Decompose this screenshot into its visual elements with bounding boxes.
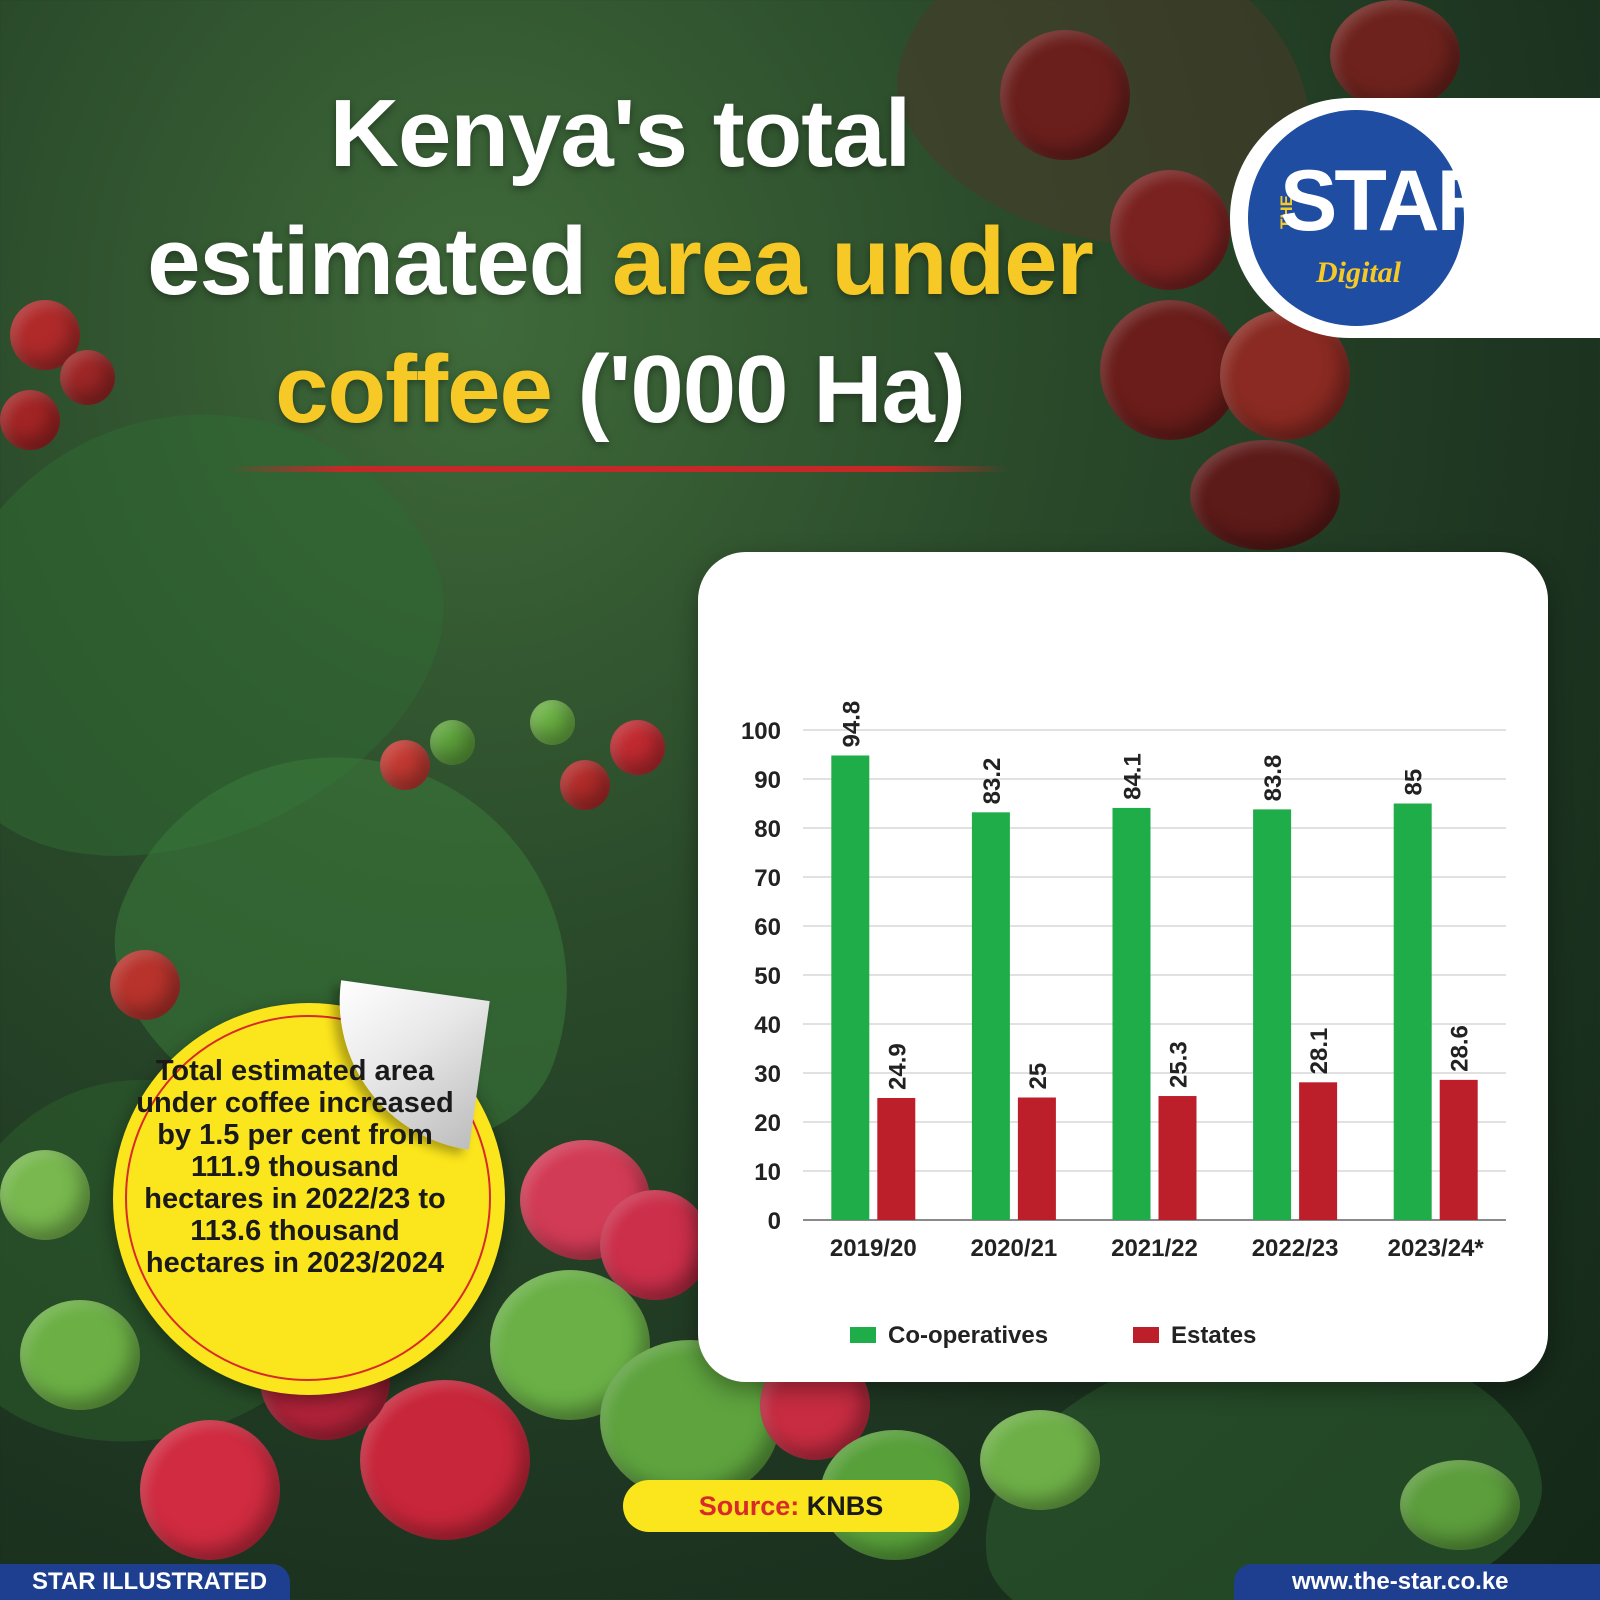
y-tick-label: 70 [754, 865, 781, 892]
data-label: 28.1 [1306, 1028, 1333, 1075]
x-tick-label: 2021/22 [1111, 1235, 1198, 1262]
y-tick-label: 20 [754, 1110, 781, 1137]
bar-cooperatives [1112, 807, 1151, 1220]
title-unit: ('000 Ha) [551, 336, 966, 443]
page-title: Kenya's total estimated area under coffe… [60, 70, 1180, 454]
y-tick-label: 50 [754, 963, 781, 990]
data-label: 83.2 [979, 758, 1006, 805]
bar-estates [1299, 1082, 1338, 1220]
legend-swatch-cooperatives [850, 1327, 876, 1343]
source-value: KNBS [806, 1491, 884, 1521]
y-tick-label: 60 [754, 914, 781, 941]
title-text: estimated [147, 208, 612, 315]
source-label: Source: [698, 1491, 800, 1521]
data-label: 94.8 [838, 701, 865, 748]
title-divider [228, 466, 1008, 472]
title-line-3: coffee ('000 Ha) [60, 326, 1180, 454]
data-label: 84.1 [1120, 753, 1147, 800]
bar-cooperatives [1393, 803, 1432, 1220]
data-label: 85 [1401, 769, 1428, 796]
callout-ring [125, 1015, 491, 1381]
data-label: 28.6 [1447, 1025, 1474, 1072]
legend-label: Co-operatives [888, 1322, 1048, 1349]
legend-label: Estates [1171, 1322, 1256, 1349]
title-line-1: Kenya's total [329, 80, 912, 187]
logo-badge [1248, 110, 1464, 326]
data-label: 24.9 [884, 1043, 911, 1090]
y-tick-label: 0 [768, 1208, 781, 1235]
y-tick-label: 10 [754, 1159, 781, 1186]
data-label: 25.3 [1166, 1041, 1193, 1088]
bar-estates [1439, 1079, 1478, 1220]
bar-cooperatives [1253, 809, 1292, 1220]
bar-cooperatives [971, 812, 1010, 1220]
x-tick-label: 2023/24* [1388, 1235, 1485, 1262]
bar-estates [1017, 1097, 1056, 1220]
title-highlight: coffee [275, 336, 553, 443]
y-tick-label: 80 [754, 816, 781, 843]
bar-estates [877, 1097, 916, 1220]
legend-swatch-estates [1133, 1327, 1159, 1343]
x-tick-label: 2019/20 [830, 1235, 917, 1262]
source-badge: Source: KNBS [623, 1480, 959, 1532]
footer-credit: STAR ILLUSTRATED [0, 1564, 290, 1600]
bar-chart: 0 10 20 30 40 50 60 70 80 90 100 94.8 24.9 2019/20 83.… [741, 701, 1506, 1349]
y-tick-label: 100 [741, 718, 781, 745]
logo-digital: Digital [1316, 256, 1402, 289]
bar-estates [1158, 1096, 1197, 1220]
callout-text: Total estimated area under coffee increa… [136, 1055, 454, 1279]
y-tick-label: 40 [754, 1012, 781, 1039]
y-tick-label: 90 [754, 767, 781, 794]
logo-star: STAR [1280, 153, 1499, 249]
data-label: 25 [1025, 1063, 1052, 1090]
title-line-2: estimated area under [60, 198, 1180, 326]
footer-url: www.the-star.co.ke [1234, 1564, 1600, 1600]
x-tick-label: 2020/21 [971, 1235, 1058, 1262]
bar-cooperatives [831, 755, 870, 1220]
y-tick-label: 30 [754, 1061, 781, 1088]
x-tick-label: 2022/23 [1252, 1235, 1339, 1262]
title-highlight: area under [611, 208, 1094, 315]
data-label: 83.8 [1260, 755, 1287, 802]
